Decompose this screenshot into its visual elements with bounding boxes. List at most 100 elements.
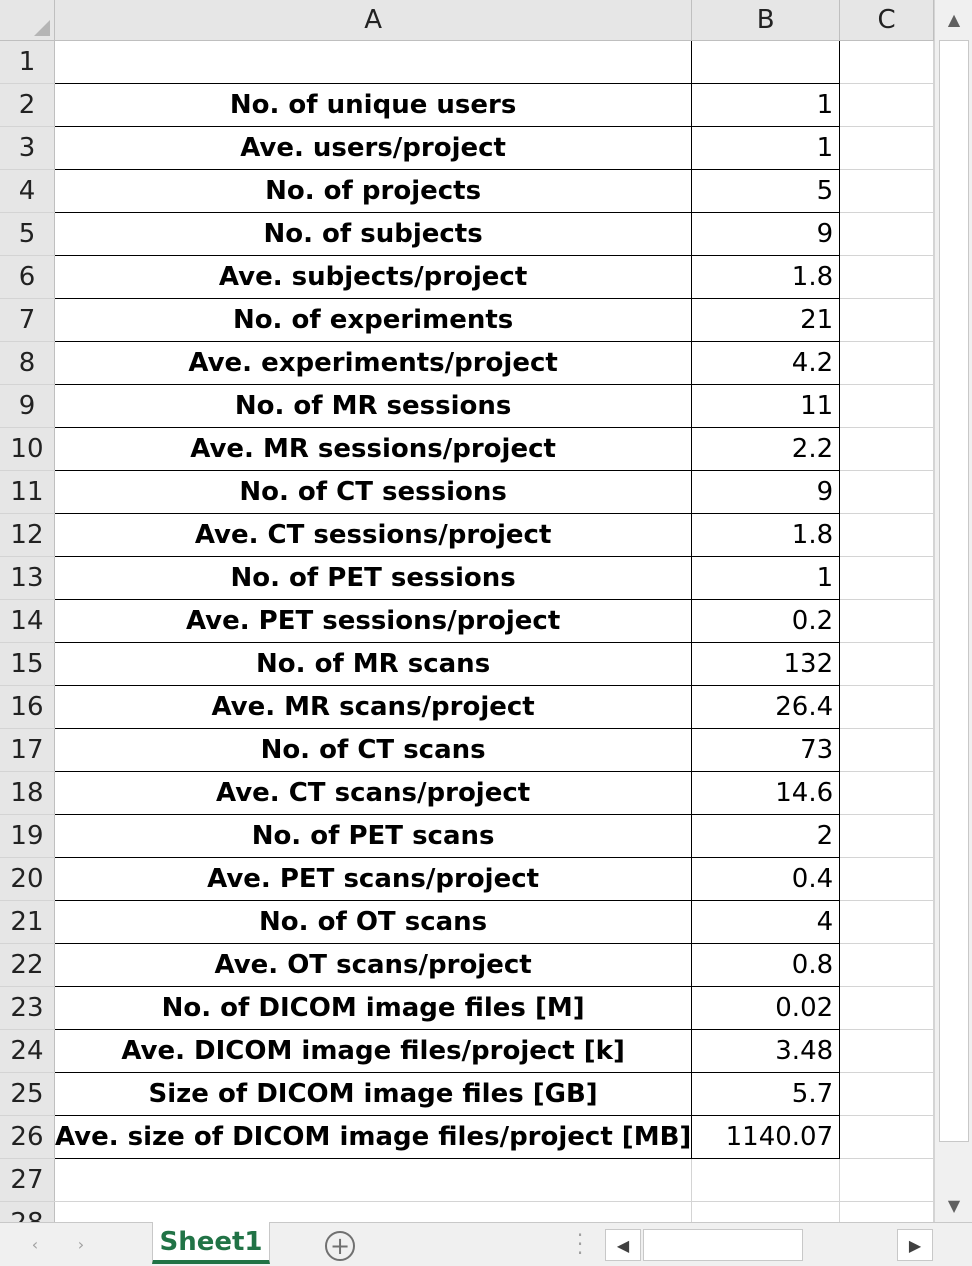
spreadsheet-grid-area[interactable]: A B C 1 2 No. of unique users 1 3 Ave. users/… [0, 0, 934, 1222]
cell-label[interactable]: Ave. OT scans/project [53, 943, 693, 987]
column-header-c[interactable]: C [839, 0, 934, 41]
cell-label[interactable]: Ave. subjects/project [53, 255, 693, 299]
cell-label[interactable]: No. of subjects [53, 212, 693, 256]
cell-empty[interactable] [839, 1072, 934, 1116]
vertical-scroll-thumb[interactable] [939, 40, 969, 1142]
cell-value[interactable]: 132 [691, 642, 841, 686]
cell-empty[interactable] [839, 857, 934, 901]
cell-label[interactable]: Ave. CT sessions/project [53, 513, 693, 557]
row-header[interactable]: 28 [0, 1201, 55, 1222]
row-header[interactable]: 22 [0, 943, 55, 987]
cell-value[interactable]: 1.8 [691, 255, 841, 299]
cell-value[interactable]: 1 [691, 83, 841, 127]
cell-empty[interactable] [839, 1158, 934, 1202]
row-header[interactable]: 14 [0, 599, 55, 643]
cell-value[interactable]: 1140.07 [691, 1115, 841, 1159]
cell-label[interactable] [54, 1201, 693, 1222]
cell-empty[interactable] [839, 599, 934, 643]
row-header[interactable]: 7 [0, 298, 55, 342]
row-header[interactable]: 13 [0, 556, 55, 600]
cell-value[interactable]: 1.8 [691, 513, 841, 557]
tab-prev-icon[interactable]: ‹ [31, 1235, 39, 1254]
row-header[interactable]: 16 [0, 685, 55, 729]
cell-value[interactable]: 0.02 [691, 986, 841, 1030]
cell-empty[interactable] [839, 1029, 934, 1073]
cell-value[interactable] [691, 1201, 841, 1222]
cell-empty[interactable] [839, 40, 934, 84]
cell-empty[interactable] [839, 298, 934, 342]
row-header[interactable]: 23 [0, 986, 55, 1030]
cell-label[interactable]: Ave. experiments/project [53, 341, 693, 385]
cell-value[interactable]: 3.48 [691, 1029, 841, 1073]
column-header-b[interactable]: B [691, 0, 841, 41]
row-header[interactable]: 11 [0, 470, 55, 514]
row-header[interactable]: 27 [0, 1158, 55, 1202]
cell-empty[interactable] [839, 513, 934, 557]
cell-value[interactable]: 2 [691, 814, 841, 858]
tab-splitter-handle[interactable]: · · · [576, 1223, 584, 1265]
cell-empty[interactable] [839, 986, 934, 1030]
cell-value[interactable]: 2.2 [691, 427, 841, 471]
row-header[interactable]: 19 [0, 814, 55, 858]
row-header[interactable]: 5 [0, 212, 55, 256]
row-header[interactable]: 20 [0, 857, 55, 901]
cell-empty[interactable] [839, 728, 934, 772]
cell-empty[interactable] [839, 255, 934, 299]
cell-value[interactable]: 0.8 [691, 943, 841, 987]
cell-empty[interactable] [839, 900, 934, 944]
column-header-a[interactable]: A [54, 0, 693, 41]
cell-empty[interactable] [839, 1115, 934, 1159]
row-header[interactable]: 4 [0, 169, 55, 213]
cell-label[interactable]: No. of projects [53, 169, 693, 213]
cell-label[interactable]: Ave. MR scans/project [53, 685, 693, 729]
cell-label[interactable]: No. of PET sessions [53, 556, 693, 600]
row-header[interactable]: 17 [0, 728, 55, 772]
row-header[interactable]: 12 [0, 513, 55, 557]
row-header[interactable]: 1 [0, 40, 55, 84]
cell-empty[interactable] [839, 685, 934, 729]
cell-value[interactable]: 0.4 [691, 857, 841, 901]
tab-sheet1[interactable]: Sheet1 [152, 1222, 270, 1264]
cell-label[interactable]: No. of experiments [53, 298, 693, 342]
cell-value[interactable]: 0.2 [691, 599, 841, 643]
cell-empty[interactable] [839, 943, 934, 987]
cell-value[interactable]: 5.7 [691, 1072, 841, 1116]
cell-value[interactable]: 5 [691, 169, 841, 213]
cell-empty[interactable] [839, 814, 934, 858]
cell-empty[interactable] [839, 212, 934, 256]
scroll-left-icon[interactable]: ◀ [605, 1229, 641, 1261]
cell-label[interactable] [53, 40, 693, 84]
horizontal-scrollbar[interactable]: ◀ ▶ [605, 1229, 933, 1261]
cell-value[interactable]: 4.2 [691, 341, 841, 385]
scroll-right-icon[interactable]: ▶ [897, 1229, 933, 1261]
cell-value[interactable] [691, 40, 841, 84]
row-header[interactable]: 8 [0, 341, 55, 385]
cell-empty[interactable] [839, 384, 934, 428]
cell-value[interactable]: 14.6 [691, 771, 841, 815]
cell-value[interactable]: 9 [691, 212, 841, 256]
cell-label[interactable]: Ave. MR sessions/project [53, 427, 693, 471]
scroll-down-icon[interactable]: ▼ [947, 1195, 961, 1215]
cell-value[interactable]: 21 [691, 298, 841, 342]
cell-empty[interactable] [839, 126, 934, 170]
add-sheet-icon[interactable]: + [325, 1231, 355, 1261]
cell-label[interactable]: No. of OT scans [53, 900, 693, 944]
scroll-up-icon[interactable]: ▲ [947, 9, 961, 29]
cell-empty[interactable] [839, 169, 934, 213]
cell-empty[interactable] [839, 341, 934, 385]
cell-label[interactable]: No. of MR sessions [53, 384, 693, 428]
cell-empty[interactable] [839, 771, 934, 815]
cell-empty[interactable] [839, 427, 934, 471]
select-all-corner[interactable] [0, 0, 55, 41]
row-header[interactable]: 21 [0, 900, 55, 944]
cell-value[interactable]: 9 [691, 470, 841, 514]
cell-label[interactable]: Ave. CT scans/project [53, 771, 693, 815]
cell-label[interactable]: Ave. PET scans/project [53, 857, 693, 901]
cell-label[interactable]: No. of CT scans [53, 728, 693, 772]
cell-label[interactable]: No. of PET scans [53, 814, 693, 858]
cell-value[interactable]: 1 [691, 126, 841, 170]
row-header[interactable]: 24 [0, 1029, 55, 1073]
cell-label[interactable]: Ave. users/project [53, 126, 693, 170]
cell-empty[interactable] [839, 470, 934, 514]
cell-empty[interactable] [839, 556, 934, 600]
